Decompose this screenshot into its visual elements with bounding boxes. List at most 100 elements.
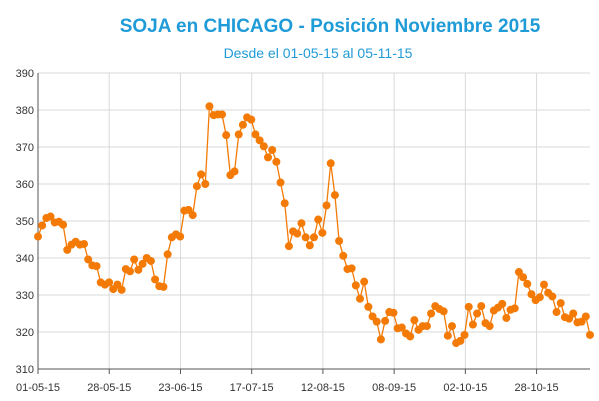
data-point <box>473 309 482 318</box>
data-point <box>389 308 398 317</box>
data-point <box>117 285 126 294</box>
data-point <box>146 256 155 265</box>
data-point <box>406 332 415 341</box>
data-point <box>372 317 381 326</box>
x-axis-tick-labels: 01-05-15 28-05-15 23-06-15 17-07-15 12-08-15… <box>16 382 559 394</box>
data-point <box>205 102 214 111</box>
data-point <box>46 212 55 221</box>
data-point <box>251 130 260 139</box>
data-point <box>410 316 419 325</box>
data-point <box>322 201 331 210</box>
data-point <box>535 293 544 302</box>
data-point <box>276 178 285 187</box>
x-tick-label: 17-07-15 <box>230 382 274 394</box>
data-point <box>255 136 264 145</box>
price-series-points <box>34 102 594 348</box>
data-point <box>523 279 532 288</box>
data-point <box>297 219 306 228</box>
data-point <box>460 330 469 339</box>
data-point <box>259 142 268 151</box>
data-point <box>477 302 486 311</box>
data-point <box>552 308 561 317</box>
price-series-line <box>37 106 591 345</box>
data-point <box>397 323 406 332</box>
x-tick-label: 12-08-15 <box>301 382 345 394</box>
data-point <box>310 233 318 242</box>
data-point <box>222 131 231 140</box>
data-point <box>201 180 210 188</box>
data-point <box>105 278 114 287</box>
y-tick-label: 310 <box>16 364 34 376</box>
data-point <box>464 302 473 311</box>
x-tick-label: 28-05-15 <box>87 382 131 394</box>
y-tick-label: 360 <box>16 179 34 191</box>
data-point <box>284 242 293 251</box>
data-point <box>268 145 277 154</box>
data-point <box>456 336 465 345</box>
data-point <box>556 299 565 308</box>
data-point <box>38 221 47 230</box>
data-point <box>318 228 327 237</box>
data-point <box>218 110 226 119</box>
data-point <box>364 302 373 311</box>
data-point <box>540 280 548 289</box>
data-point <box>502 313 511 322</box>
data-point <box>80 239 88 248</box>
data-point <box>468 320 477 329</box>
data-point <box>443 331 452 340</box>
data-point <box>326 159 335 168</box>
data-point <box>280 199 289 208</box>
y-gridlines <box>38 72 590 370</box>
data-point <box>376 335 385 344</box>
y-axis-tick-labels: 310 320 330 340 350 360 370 380 390 <box>16 68 34 376</box>
data-point <box>448 322 456 331</box>
data-point <box>301 233 310 242</box>
x-tick-label: 28-10-15 <box>515 382 559 394</box>
y-tick-label: 390 <box>16 68 34 80</box>
data-point <box>586 330 594 339</box>
data-point <box>381 316 390 325</box>
data-point <box>485 322 494 331</box>
data-point <box>314 215 323 224</box>
data-point <box>188 211 197 220</box>
y-tick-label: 350 <box>16 216 34 228</box>
data-point <box>351 281 360 290</box>
data-point <box>527 290 536 299</box>
y-tick-label: 330 <box>16 290 34 302</box>
data-point <box>335 236 344 245</box>
data-point <box>264 153 272 162</box>
data-point <box>247 115 256 124</box>
data-point <box>192 182 201 191</box>
data-point <box>138 259 147 268</box>
data-point <box>439 307 448 316</box>
data-point <box>330 191 339 200</box>
data-point <box>548 292 557 301</box>
data-point <box>163 250 172 259</box>
data-point <box>519 273 528 282</box>
data-point <box>427 309 436 318</box>
data-point <box>581 312 590 321</box>
y-tick-label: 320 <box>16 327 34 339</box>
data-point <box>347 264 356 273</box>
data-point <box>134 265 143 274</box>
data-point <box>84 255 93 264</box>
x-tick-label: 08-09-15 <box>372 382 416 394</box>
data-point <box>238 120 247 129</box>
chart-subtitle: Desde el 01-05-15 al 05-11-15 <box>224 45 413 61</box>
data-point <box>498 299 507 308</box>
data-point <box>569 309 578 318</box>
x-tick-label: 02-10-15 <box>443 382 487 394</box>
data-point <box>293 229 302 238</box>
data-point <box>356 294 364 303</box>
data-point <box>272 157 281 166</box>
data-point <box>360 277 369 286</box>
x-gridlines <box>37 73 538 374</box>
y-tick-label: 340 <box>16 253 34 265</box>
data-point <box>34 232 42 241</box>
data-point <box>59 220 68 229</box>
y-tick-label: 370 <box>16 142 34 154</box>
y-tick-label: 380 <box>16 105 34 117</box>
x-tick-label: 01-05-15 <box>16 382 60 394</box>
data-point <box>234 130 243 139</box>
